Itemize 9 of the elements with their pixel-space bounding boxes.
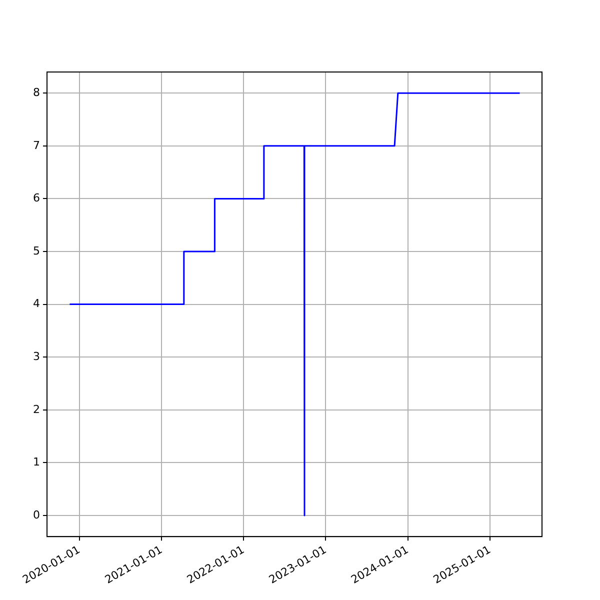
- y-tick-label: 1: [33, 456, 40, 469]
- y-tick-label: 3: [33, 350, 40, 363]
- y-tick-label: 4: [33, 297, 40, 310]
- y-tick-label: 0: [33, 508, 40, 522]
- y-tick-label: 5: [33, 244, 40, 258]
- y-tick-label: 7: [33, 138, 40, 152]
- y-tick-label: 6: [33, 192, 40, 205]
- y-tick-label: 8: [33, 86, 40, 99]
- y-tick-label: 2: [33, 402, 40, 416]
